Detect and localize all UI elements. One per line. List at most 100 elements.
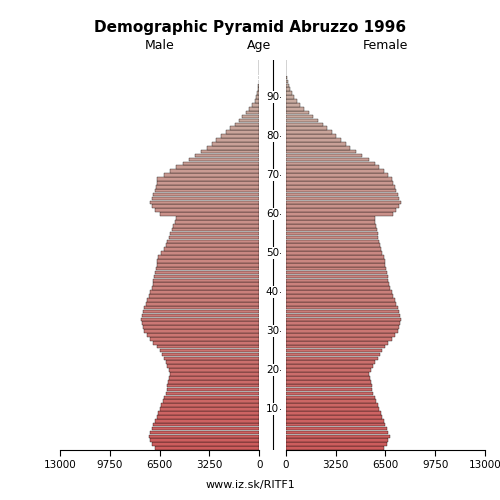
- Bar: [150, 438, 259, 442]
- Bar: [176, 166, 259, 169]
- Bar: [168, 380, 259, 384]
- Bar: [286, 415, 382, 418]
- Text: 70: 70: [266, 170, 279, 180]
- Bar: [286, 134, 337, 138]
- Bar: [286, 349, 382, 352]
- Bar: [286, 236, 378, 239]
- Text: 10: 10: [266, 404, 279, 414]
- Bar: [286, 248, 381, 251]
- Bar: [286, 193, 398, 196]
- Bar: [286, 263, 386, 266]
- Bar: [161, 252, 259, 255]
- Bar: [286, 166, 380, 169]
- Bar: [286, 255, 384, 258]
- Bar: [286, 267, 386, 270]
- Bar: [158, 177, 259, 180]
- Bar: [286, 408, 380, 411]
- Bar: [286, 126, 327, 130]
- Bar: [160, 408, 259, 411]
- Bar: [286, 388, 372, 392]
- Bar: [154, 278, 259, 282]
- Bar: [150, 290, 259, 294]
- Bar: [142, 322, 259, 325]
- Text: 90: 90: [266, 92, 279, 102]
- Bar: [172, 228, 259, 232]
- Bar: [286, 181, 393, 184]
- Bar: [286, 442, 387, 446]
- Bar: [286, 274, 388, 278]
- Bar: [182, 162, 259, 165]
- Bar: [286, 419, 384, 422]
- Bar: [286, 380, 371, 384]
- Bar: [286, 326, 399, 329]
- Bar: [256, 96, 259, 99]
- Bar: [169, 236, 259, 239]
- Bar: [168, 384, 259, 388]
- Bar: [286, 158, 368, 161]
- Bar: [169, 376, 259, 380]
- Bar: [156, 263, 259, 266]
- Bar: [286, 434, 390, 438]
- Bar: [286, 384, 372, 388]
- Bar: [221, 134, 259, 138]
- Bar: [286, 162, 374, 165]
- Text: 30: 30: [266, 326, 279, 336]
- Bar: [149, 434, 259, 438]
- Bar: [212, 142, 259, 146]
- Bar: [207, 146, 259, 150]
- Bar: [286, 228, 377, 232]
- Bar: [152, 427, 259, 430]
- Bar: [148, 333, 259, 336]
- Bar: [286, 224, 376, 228]
- Bar: [286, 318, 401, 321]
- Bar: [158, 259, 259, 262]
- Bar: [160, 212, 259, 216]
- Bar: [286, 333, 395, 336]
- Bar: [161, 404, 259, 407]
- Bar: [286, 130, 332, 134]
- Bar: [286, 360, 376, 364]
- Bar: [286, 244, 380, 247]
- Bar: [164, 248, 259, 251]
- Bar: [286, 306, 398, 310]
- Bar: [258, 84, 259, 87]
- Bar: [286, 310, 399, 314]
- Bar: [286, 212, 393, 216]
- Text: Age: Age: [247, 39, 272, 52]
- Bar: [169, 368, 259, 372]
- Bar: [148, 298, 259, 302]
- Bar: [238, 118, 259, 122]
- Text: 20: 20: [266, 365, 279, 375]
- Bar: [144, 330, 259, 333]
- Bar: [286, 438, 388, 442]
- Bar: [156, 181, 259, 184]
- Bar: [143, 326, 259, 329]
- Bar: [154, 274, 259, 278]
- Bar: [286, 154, 362, 158]
- Text: 80: 80: [266, 131, 279, 141]
- Bar: [286, 174, 388, 177]
- Bar: [286, 427, 387, 430]
- Bar: [168, 240, 259, 243]
- Bar: [286, 88, 290, 91]
- Bar: [286, 337, 392, 340]
- Bar: [174, 224, 259, 228]
- Bar: [188, 158, 259, 161]
- Bar: [176, 216, 259, 220]
- Bar: [170, 232, 259, 235]
- Bar: [226, 130, 259, 134]
- Bar: [152, 204, 259, 208]
- Bar: [286, 298, 395, 302]
- Bar: [286, 216, 374, 220]
- Bar: [166, 388, 259, 392]
- Bar: [286, 204, 399, 208]
- Bar: [286, 290, 392, 294]
- Bar: [286, 196, 399, 200]
- Bar: [252, 103, 259, 106]
- Bar: [195, 154, 259, 158]
- Bar: [170, 170, 259, 173]
- Bar: [250, 107, 259, 110]
- Bar: [155, 189, 259, 192]
- Bar: [142, 314, 259, 317]
- Bar: [150, 337, 259, 340]
